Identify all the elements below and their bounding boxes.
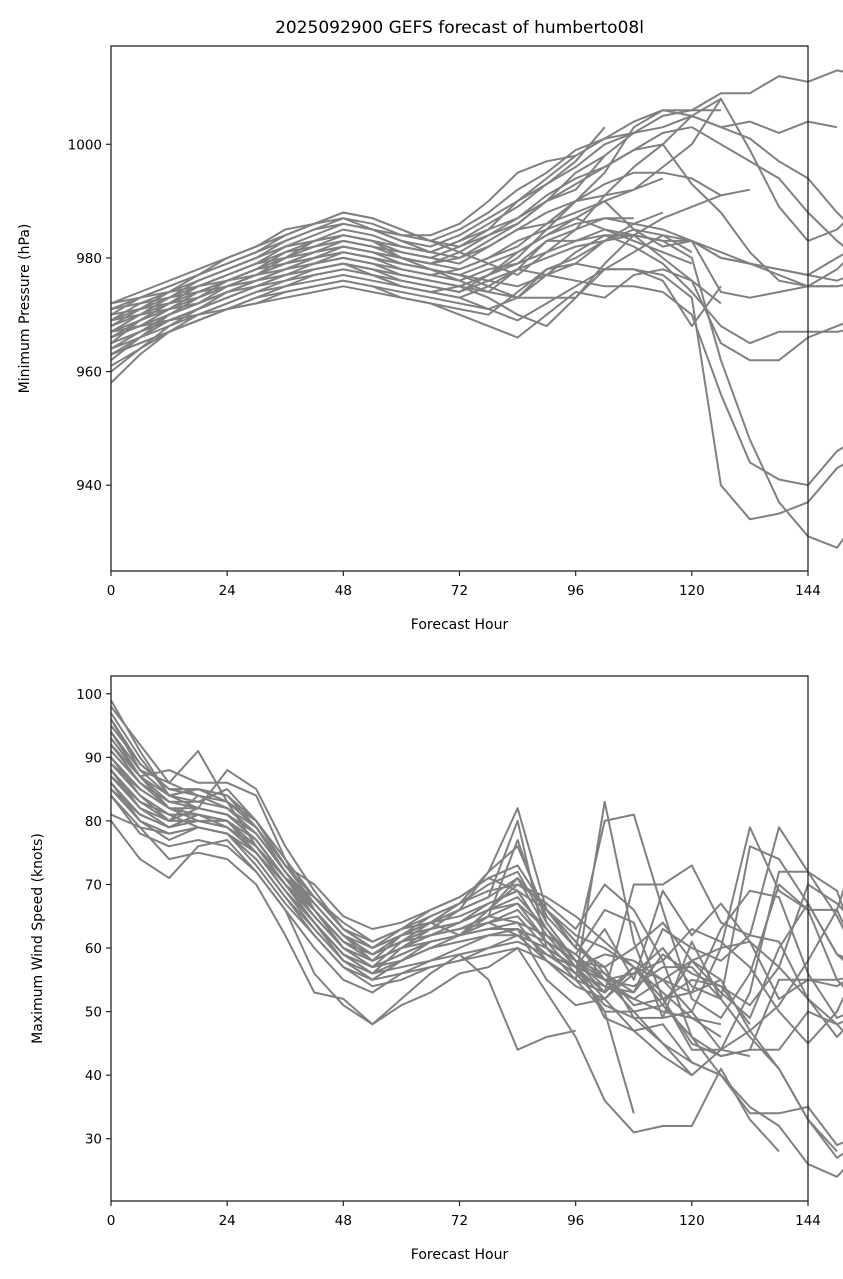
wind-y-axis-label: Maximum Wind Speed (knots) [30, 833, 46, 1044]
pressure-x-tick-label: 144 [795, 583, 821, 599]
wind-x-tick-label: 0 [107, 1213, 116, 1229]
chart-title: 2025092900 GEFS forecast of humberto08l [275, 18, 644, 38]
wind-y-tick-label: 80 [85, 814, 102, 830]
wind-y-tick-label: 60 [85, 941, 102, 957]
pressure-series-member-27 [110, 268, 722, 356]
pressure-y-axis-label: Minimum Pressure (hPa) [17, 224, 33, 394]
pressure-series-member-09 [110, 109, 843, 356]
wind-x-tick-label: 120 [679, 1213, 705, 1229]
pressure-series-member-24 [110, 217, 693, 339]
pressure-series-member-30 [110, 217, 634, 333]
pressure-x-ticks: 0 24 48 72 96 120 144 [107, 571, 821, 599]
wind-series-member-27 [110, 750, 722, 1007]
wind-x-ticks: 0 24 48 72 96 120 144 [107, 1201, 821, 1229]
pressure-series-member-28 [110, 234, 693, 311]
wind-series-member-09 [110, 813, 780, 1153]
pressure-series-member-19 [110, 234, 843, 549]
pressure-series-member-23 [110, 155, 606, 305]
pressure-x-tick-label: 96 [567, 583, 584, 599]
wind-series-member-17 [110, 788, 843, 1147]
wind-series-member-13 [110, 737, 843, 1019]
pressure-y-tick-label: 940 [76, 478, 102, 494]
pressure-series-member-29 [110, 262, 722, 345]
pressure-x-tick-label: 48 [335, 583, 352, 599]
pressure-x-tick-label: 120 [679, 583, 705, 599]
wind-y-tick-label: 100 [76, 687, 102, 703]
wind-x-axis-label: Forecast Hour [411, 1247, 509, 1263]
wind-axes-frame [110, 675, 809, 1202]
wind-x-tick-label: 144 [795, 1213, 821, 1229]
pressure-series-member-21 [110, 228, 843, 367]
wind-y-tick-label: 30 [85, 1132, 102, 1148]
wind-series-member-03 [110, 731, 843, 994]
pressure-series-member-14 [110, 228, 843, 339]
pressure-series-member-13 [110, 143, 843, 305]
pressure-series-member-08 [110, 126, 843, 322]
pressure-member-lines [110, 69, 843, 549]
wind-x-tick-label: 72 [451, 1213, 468, 1229]
pressure-series-member-10 [110, 109, 721, 311]
wind-x-tick-label: 96 [567, 1213, 584, 1229]
wind-member-lines [110, 699, 843, 1178]
pressure-x-tick-label: 24 [219, 583, 236, 599]
wind-x-tick-label: 24 [219, 1213, 236, 1229]
wind-y-tick-label: 70 [85, 877, 102, 893]
wind-y-tick-label: 40 [85, 1068, 102, 1084]
wind-series-member-02 [110, 718, 838, 1153]
wind-series-member-10 [110, 820, 576, 1051]
pressure-x-tick-label: 72 [451, 583, 468, 599]
wind-series-member-30 [110, 788, 722, 1000]
pressure-series-member-18 [110, 268, 843, 487]
pressure-y-ticks: 940 960 980 1000 [68, 137, 111, 494]
wind-series-member-25 [110, 718, 751, 1058]
pressure-x-tick-label: 0 [107, 583, 116, 599]
wind-series-member-29 [110, 775, 751, 1025]
pressure-series-member-05 [110, 154, 576, 327]
wind-series-member-26 [110, 737, 843, 1045]
pressure-panel: 0 24 48 72 96 120 144 940 960 980 1000 Forecast H… [17, 45, 843, 633]
wind-y-tick-label: 90 [85, 750, 102, 766]
pressure-y-tick-label: 980 [76, 251, 102, 267]
wind-x-tick-label: 48 [335, 1213, 352, 1229]
wind-panel: 0 24 48 72 96 120 144 30 40 50 60 70 80 90 100 Foreca… [30, 675, 843, 1263]
wind-y-tick-label: 50 [85, 1005, 102, 1021]
wind-y-ticks: 30 40 50 60 70 80 90 100 [76, 687, 111, 1148]
pressure-y-tick-label: 960 [76, 365, 102, 381]
pressure-x-axis-label: Forecast Hour [411, 617, 509, 633]
pressure-y-tick-label: 1000 [68, 137, 102, 153]
